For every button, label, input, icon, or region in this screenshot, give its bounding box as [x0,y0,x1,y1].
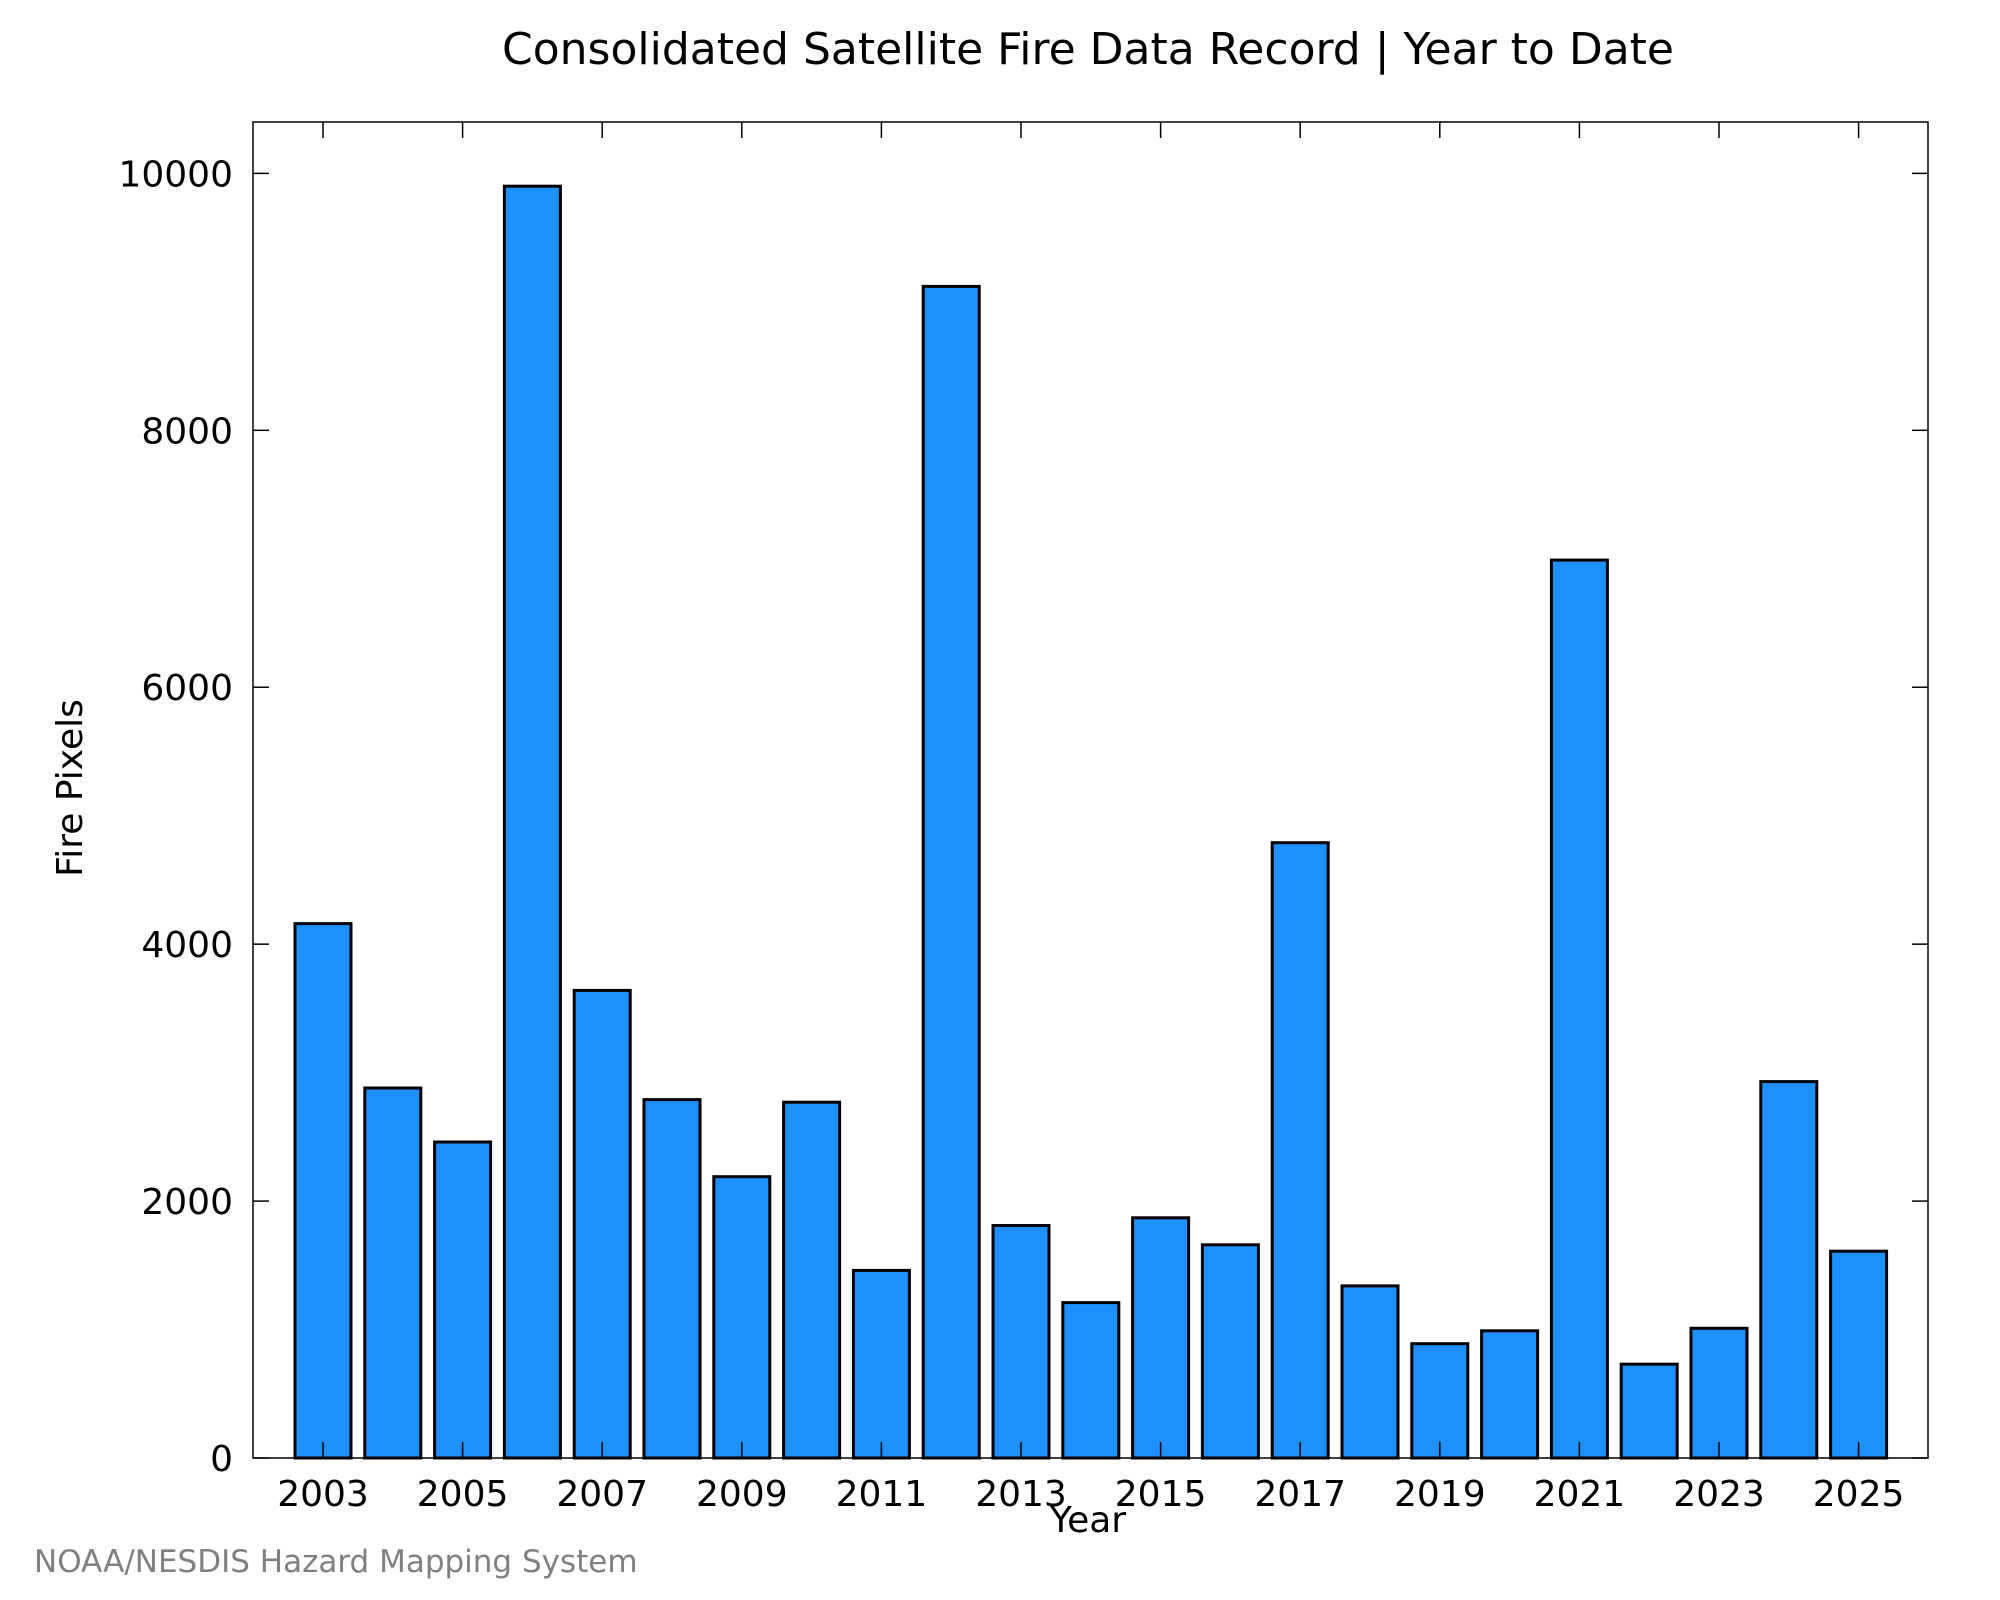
bar-2014 [1061,1301,1121,1460]
x-tick-label-2017: 2017 [1254,1474,1346,1515]
bar-2013 [991,1224,1051,1460]
x-tick-label-2003: 2003 [277,1474,369,1515]
bar-2003 [293,922,353,1460]
bar-2025 [1829,1249,1889,1460]
bar-2016 [1200,1243,1260,1460]
x-tick-label-2023: 2023 [1673,1474,1765,1515]
credit-text: NOAA/NESDIS Hazard Mapping System [34,1544,638,1580]
bar-2012 [921,284,981,1460]
bar-2009 [712,1175,772,1460]
x-tick-label-2025: 2025 [1813,1474,1905,1515]
plot-frame [252,121,1929,1459]
bar-2004 [363,1086,423,1460]
y-tick-label-10000: 10000 [118,154,233,195]
y-axis-label: Fire Pixels [50,699,91,877]
y-tick-label-4000: 4000 [141,925,233,966]
bar-2007 [572,988,632,1460]
bar-2006 [502,184,562,1460]
bar-2022 [1619,1362,1679,1460]
y-tick-label-0: 0 [210,1439,233,1480]
bar-2023 [1689,1326,1749,1460]
bar-2010 [782,1100,842,1460]
x-tick-label-2009: 2009 [696,1474,788,1515]
chart-title: Consolidated Satellite Fire Data Record … [502,24,1674,75]
x-axis-label: Year [1049,1500,1126,1541]
x-tick-label-2013: 2013 [975,1474,1067,1515]
y-tick-label-6000: 6000 [141,668,233,709]
bar-2017 [1270,841,1330,1460]
y-tick-label-2000: 2000 [141,1182,233,1223]
bar-2011 [851,1268,911,1460]
bar-2008 [642,1098,702,1460]
bar-2019 [1410,1342,1470,1460]
plot-area: 0 2000 4000 6000 8000 10000 2003 2005 2007 2009 20… [118,121,1929,1515]
bar-2024 [1759,1080,1819,1460]
x-tick-label-2019: 2019 [1394,1474,1486,1515]
x-tick-label-2011: 2011 [836,1474,928,1515]
bar-2005 [433,1140,493,1460]
x-tick-label-2007: 2007 [556,1474,648,1515]
bar-2018 [1340,1284,1400,1460]
bar-2021 [1549,558,1609,1460]
x-tick-label-2021: 2021 [1534,1474,1626,1515]
x-tick-label-2015: 2015 [1115,1474,1207,1515]
bar-2020 [1480,1329,1540,1460]
x-tick-label-2005: 2005 [417,1474,509,1515]
y-tick-label-8000: 8000 [141,411,233,452]
bar-2015 [1131,1216,1191,1460]
